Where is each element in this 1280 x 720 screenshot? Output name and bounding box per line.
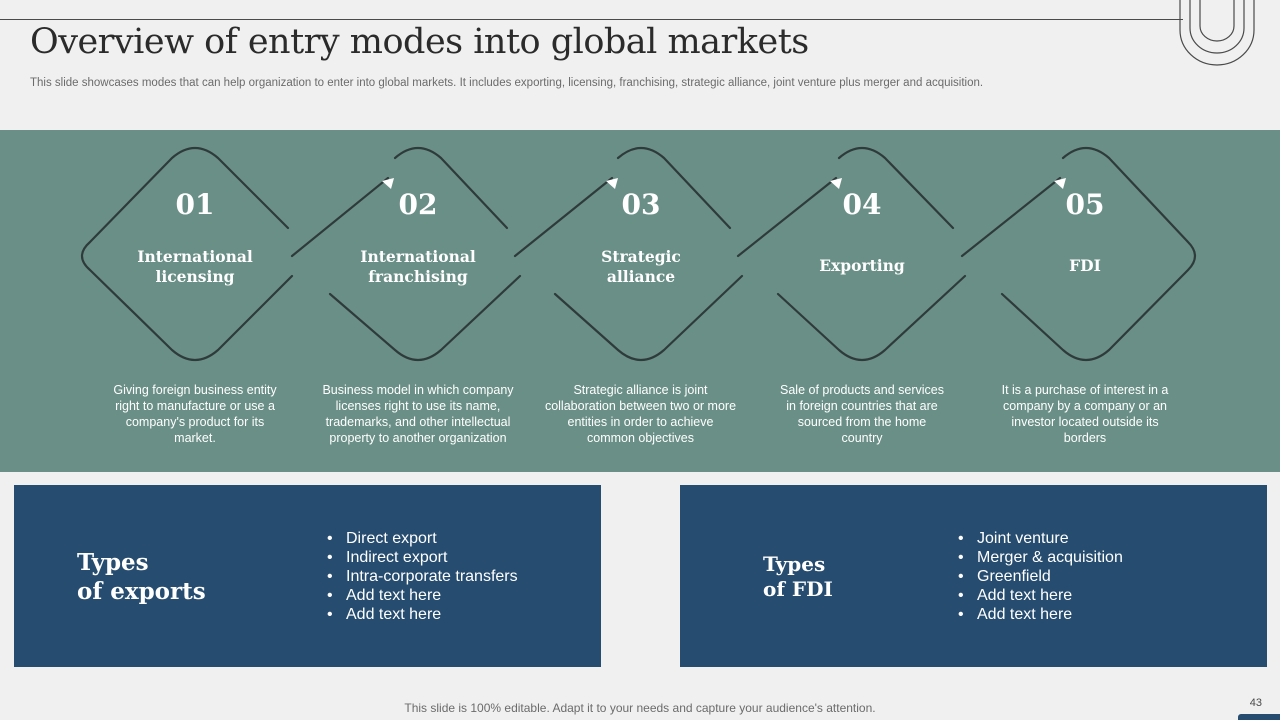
step-3-description: Strategic alliance is joint collaboratio…	[544, 383, 737, 445]
list-item: Intra-corporate transfers	[327, 567, 518, 586]
step-2-number: 02	[398, 188, 438, 221]
step-2-outline	[328, 274, 522, 362]
step-4-title: Exporting	[819, 256, 905, 275]
step-1-number: 01	[175, 188, 215, 221]
step-4-outline	[776, 274, 967, 362]
step-2-description: Business model in which company licenses…	[322, 383, 514, 445]
list-item: Direct export	[327, 529, 518, 548]
types-of-fdi-list: Joint venture Merger & acquisition Green…	[958, 529, 1123, 624]
footer-note: This slide is 100% editable. Adapt it to…	[404, 701, 876, 715]
arrow-head-3	[606, 178, 618, 189]
step-3-number: 03	[621, 188, 661, 221]
step-2-title: International franchising	[360, 247, 476, 286]
process-outline	[80, 146, 1197, 362]
arrow-head-5	[1054, 178, 1066, 189]
step-5-description: It is a purchase of interest in a compan…	[1001, 383, 1169, 445]
step-4-outline	[736, 176, 838, 258]
step-3-title: Strategic alliance	[601, 247, 681, 286]
types-of-fdi-title: Types of FDI	[763, 552, 833, 601]
process-band: 01 International licensing Giving foreig…	[0, 130, 1280, 472]
step-3-outline	[616, 146, 732, 230]
top-rule	[0, 19, 1183, 20]
page-number-bar	[1238, 714, 1280, 720]
list-item: Merger & acquisition	[958, 548, 1123, 567]
types-of-fdi-card: Types of FDI Joint venture Merger & acqu…	[680, 485, 1267, 667]
types-of-exports-card: Types of exports Direct export Indirect …	[14, 485, 601, 667]
step-2-outline	[290, 176, 390, 258]
step-3-outline	[513, 176, 614, 258]
list-item: Add text here	[327, 586, 518, 605]
page-subtitle: This slide showcases modes that can help…	[30, 77, 984, 89]
step-4-description: Sale of products and services in foreign…	[780, 383, 944, 445]
step-5-outline	[1000, 146, 1197, 362]
step-1-title: International licensing	[137, 247, 253, 286]
page-number: 43	[1249, 697, 1262, 709]
step-5-outline	[960, 176, 1062, 258]
step-5-title: FDI	[1069, 256, 1101, 275]
list-item: Add text here	[958, 605, 1123, 624]
list-item: Add text here	[958, 586, 1123, 605]
list-item: Add text here	[327, 605, 518, 624]
arrow-head-2	[382, 178, 394, 189]
list-item: Indirect export	[327, 548, 518, 567]
list-item: Greenfield	[958, 567, 1123, 586]
page-title: Overview of entry modes into global mark…	[30, 22, 809, 62]
step-1-outline	[80, 146, 294, 362]
step-4-number: 04	[842, 188, 882, 221]
step-1-description: Giving foreign business entity right to …	[113, 383, 277, 445]
step-2-outline	[393, 146, 509, 230]
types-of-exports-title: Types of exports	[77, 549, 206, 605]
u-shape-decoration	[1179, 0, 1255, 66]
step-3-outline	[553, 274, 744, 362]
list-item: Joint venture	[958, 529, 1123, 548]
types-of-exports-list: Direct export Indirect export Intra-corp…	[327, 529, 518, 624]
step-4-outline	[837, 146, 955, 230]
step-5-number: 05	[1065, 188, 1105, 221]
arrow-head-4	[830, 178, 842, 189]
